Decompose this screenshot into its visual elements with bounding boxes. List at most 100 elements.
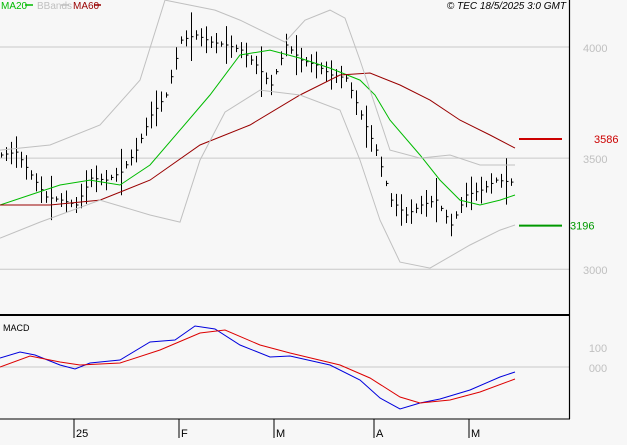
price-bar: [81, 183, 84, 209]
price-bar: [346, 74, 349, 82]
price-bar: [511, 178, 514, 186]
price-bar: [351, 82, 354, 99]
price-bar: [496, 177, 499, 183]
macd-tick-label: 100: [589, 343, 607, 355]
price-bar: [431, 195, 434, 208]
price-bar: [506, 158, 509, 205]
x-tick-label: 25: [76, 428, 88, 440]
price-tick-label: 3000: [583, 265, 607, 277]
price-bar: [61, 193, 64, 208]
price-bar: [446, 209, 449, 224]
price-bar: [206, 26, 209, 54]
legend: MA20 BBands MA60 © TEC 18/5/2025 3:0 GMT…: [1, 1, 567, 333]
price-bar: [66, 190, 69, 213]
price-bar: [246, 42, 249, 68]
price-bar: [46, 191, 49, 203]
price-bar: [116, 167, 119, 182]
price-bar: [41, 176, 44, 203]
price-bar: [386, 180, 389, 187]
price-bar: [301, 47, 304, 73]
price-bar: [196, 30, 199, 40]
price-bar: [36, 173, 39, 192]
axes: 4000 3500 3000 3586 3196 100 000 25 F M A M: [0, 0, 618, 440]
price-bar: [501, 173, 504, 188]
price-bar: [441, 205, 444, 212]
price-bar: [416, 203, 419, 214]
legend-bbands: BBands: [37, 1, 72, 12]
price-bar: [161, 91, 164, 112]
price-bar: [341, 65, 344, 89]
price-bar: [451, 213, 454, 237]
price-bar: [381, 156, 384, 177]
price-bar: [111, 174, 114, 181]
price-bar: [306, 56, 309, 67]
price-bar: [361, 110, 364, 120]
price-tick-label: 4000: [583, 43, 607, 55]
price-bar: [391, 193, 394, 208]
price-bar: [91, 169, 94, 188]
price-bar: [331, 60, 334, 90]
price-bar: [126, 161, 129, 169]
price-bar: [476, 182, 479, 201]
price-bar: [421, 195, 424, 215]
price-bar: [236, 44, 239, 53]
price-bar: [216, 32, 219, 54]
legend-ma60: MA60: [73, 1, 100, 12]
price-bar: [141, 133, 144, 144]
price-bar: [376, 144, 379, 156]
series-macd: [0, 325, 516, 410]
price-bar: [11, 141, 14, 165]
price-bar: [366, 105, 369, 148]
price-bar: [226, 26, 229, 64]
price-bar: [396, 193, 399, 217]
price-bar: [371, 125, 374, 152]
price-bar: [181, 36, 184, 44]
price-bar: [281, 51, 284, 66]
price-bar: [456, 211, 459, 219]
copyright: © TEC 18/5/2025 3:0 GMT: [447, 1, 567, 12]
price-bar: [241, 42, 244, 59]
price-bar: [401, 194, 404, 226]
price-pane: [0, 0, 569, 270]
series-bb-upper: [0, 0, 515, 166]
macd-title: MACD: [3, 323, 30, 333]
x-tick-label: M: [471, 428, 480, 440]
price-bar: [106, 169, 109, 191]
series-bb-lower: [0, 89, 516, 269]
price-bar: [411, 199, 414, 224]
series-signal: [0, 329, 516, 404]
price-bar: [211, 36, 214, 48]
price-bar: [276, 69, 279, 75]
price-bar: [201, 28, 204, 47]
price-bar: [51, 175, 54, 221]
price-bar: [96, 165, 99, 193]
price-bar: [56, 196, 59, 202]
price-bar: [491, 173, 494, 194]
price-bar: [26, 155, 29, 180]
price-bar: [326, 61, 329, 82]
x-tick-label: A: [376, 428, 384, 440]
price-bar: [101, 173, 104, 186]
price-bar: [171, 69, 174, 84]
macd-tick-label: 000: [589, 363, 607, 375]
price-bar: [286, 33, 289, 57]
price-bar: [151, 101, 154, 129]
price-bar: [356, 90, 359, 115]
price-bar: [16, 136, 19, 168]
price-bar: [166, 92, 169, 98]
price-bar: [21, 151, 24, 168]
price-bar: [321, 62, 324, 75]
price-bar: [251, 55, 254, 65]
price-bar: [76, 197, 79, 213]
price-bar: [311, 54, 314, 73]
price-bar: [121, 148, 124, 196]
level-label-3586: 3586: [594, 134, 618, 146]
series-ma20: [0, 49, 516, 206]
price-bar: [316, 51, 319, 79]
price-bar: [136, 137, 139, 163]
price-bar: [146, 117, 149, 136]
series-ma60: [0, 72, 516, 206]
price-bar: [266, 72, 269, 85]
legend-ma20: MA20: [1, 1, 28, 12]
